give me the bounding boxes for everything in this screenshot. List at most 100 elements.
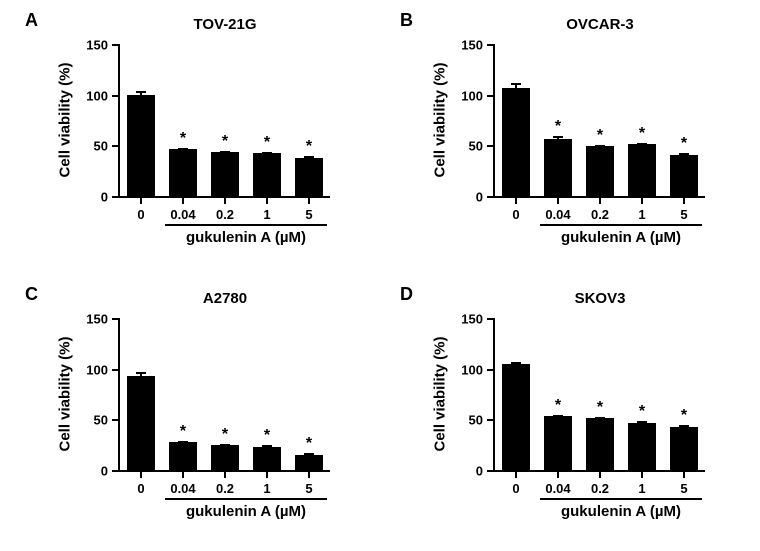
error-cap [595,417,605,419]
bar [502,88,529,196]
significance-marker: * [597,399,603,417]
bar [628,144,655,196]
bar [502,364,529,470]
ytick-label: 0 [74,190,108,205]
significance-marker: * [222,426,228,444]
ytick-label: 100 [74,88,108,103]
panel-a: ATOV-21G050100150Cell viability (%)0*0.0… [25,6,375,276]
bar [169,149,196,196]
error-cap [262,445,272,447]
xtick-label: 0 [512,207,519,222]
y-axis [118,318,120,472]
error-cap [178,148,188,150]
xtick [182,472,184,478]
xlabel: gukulenin A (µM) [165,229,326,246]
ytick [487,318,493,320]
xtick [266,472,268,478]
x-group-underline [540,224,701,226]
xtick-label: 5 [305,207,312,222]
error-cap [220,151,230,153]
bar [670,427,697,470]
plot-area: 050100150Cell viability (%)0*0.04*0.2*1*… [495,44,705,196]
error-cap [304,453,314,455]
y-axis [493,44,495,198]
xtick [515,198,517,204]
bar [586,418,613,470]
figure: ATOV-21G050100150Cell viability (%)0*0.0… [0,0,760,551]
error-cap [595,145,605,147]
xtick [224,198,226,204]
bar [253,447,280,470]
xtick-label: 1 [263,207,270,222]
panel-letter: B [400,10,413,31]
ytick [487,44,493,46]
ytick-label: 50 [74,413,108,428]
xtick-label: 1 [638,207,645,222]
ytick [487,419,493,421]
ytick-label: 100 [449,362,483,377]
xtick [224,472,226,478]
xtick [515,472,517,478]
significance-marker: * [180,423,186,441]
ylabel: Cell viability (%) [432,62,449,177]
significance-marker: * [180,130,186,148]
ytick [112,196,118,198]
xtick [308,198,310,204]
xtick [641,472,643,478]
xtick [140,198,142,204]
xtick-label: 1 [263,481,270,496]
panel-c: CA2780050100150Cell viability (%)0*0.04*… [25,280,375,550]
significance-marker: * [597,127,603,145]
panel-title: TOV-21G [100,16,350,33]
bar [211,445,238,470]
bar [670,155,697,196]
ytick-label: 150 [449,38,483,53]
xlabel: gukulenin A (µM) [540,503,701,520]
error-cap [178,441,188,443]
ytick-label: 150 [74,38,108,53]
ytick [487,369,493,371]
xtick-label: 0 [137,207,144,222]
xtick-label: 0.04 [545,481,570,496]
bar [295,158,322,197]
panel-letter: A [25,10,38,31]
xtick-label: 0 [512,481,519,496]
bar [544,416,571,470]
x-group-underline [165,498,326,500]
xtick-label: 0.04 [170,481,195,496]
xtick-label: 0.04 [545,207,570,222]
xtick-label: 0.04 [170,207,195,222]
error-cap [637,143,647,145]
plot-area: 050100150Cell viability (%)0*0.04*0.2*1*… [120,318,330,470]
bar [295,455,322,470]
significance-marker: * [681,407,687,425]
x-group-underline [540,498,701,500]
xtick [182,198,184,204]
xtick-label: 5 [305,481,312,496]
bar [127,376,154,470]
bar [586,146,613,196]
xtick-label: 0 [137,481,144,496]
ytick-label: 0 [449,464,483,479]
ytick [112,470,118,472]
ytick-label: 150 [74,312,108,327]
significance-marker: * [306,138,312,156]
ytick-label: 100 [449,88,483,103]
xtick [266,198,268,204]
xtick [683,198,685,204]
significance-marker: * [639,403,645,421]
error-cap [679,425,689,427]
ytick-label: 0 [74,464,108,479]
y-axis [493,318,495,472]
panel-title: A2780 [100,290,350,307]
ytick [112,44,118,46]
panel-title: SKOV3 [475,290,725,307]
error-cap [511,83,521,85]
xtick-label: 0.2 [591,481,609,496]
significance-marker: * [264,427,270,445]
ylabel: Cell viability (%) [57,336,74,451]
error-cap [511,362,521,364]
bar [544,139,571,196]
significance-marker: * [222,133,228,151]
xtick-label: 0.2 [216,481,234,496]
